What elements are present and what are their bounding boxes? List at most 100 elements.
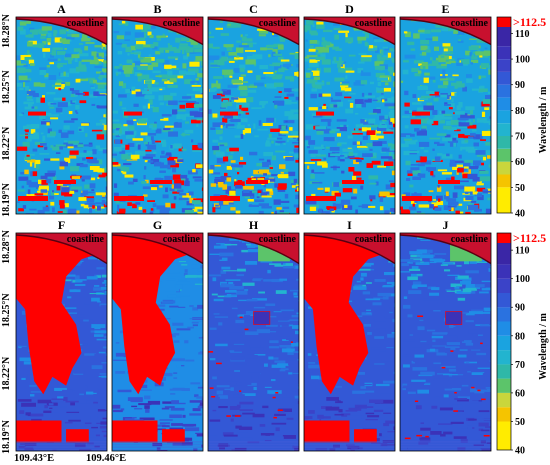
colorbar-tick-label: 100 (515, 274, 530, 285)
coastline-line (112, 18, 203, 46)
colorbar-over (497, 233, 511, 243)
y-tick-label: 18.19°N (1, 419, 12, 453)
colorbar-tick-label: 90 (515, 303, 525, 314)
colorbar-band (497, 136, 511, 149)
panel-frame (15, 232, 108, 452)
coastline-line (16, 18, 107, 46)
colorbar-tick-label: 110 (515, 246, 529, 257)
colorbar-over-label: >112.5 (513, 231, 546, 245)
panel-frame (207, 16, 300, 215)
colorbar-band (497, 59, 511, 72)
y-tick-label: 18.22°N (1, 356, 12, 390)
x-axis: 109.43°E 109.46°E (14, 453, 126, 464)
colorbar-band (497, 335, 511, 351)
panel-frame (303, 232, 396, 452)
coastline-label: coastline (355, 234, 393, 245)
coastline-line (400, 18, 491, 46)
y-tick-label: 18.22°N (1, 126, 12, 160)
colorbar-band (497, 27, 511, 47)
panel-label-a: A (57, 2, 66, 16)
panel-label-h: H (249, 218, 259, 232)
coastline-line (16, 234, 107, 265)
colorbar-band (497, 97, 511, 111)
panel-label-e: E (441, 2, 449, 16)
colorbar-band (497, 243, 511, 265)
colorbar-band (497, 187, 511, 213)
colorbar-band (497, 307, 511, 322)
panel-label-b: B (153, 2, 161, 16)
coastline-land (304, 17, 395, 45)
y-axis: 18.28°N 18.25°N 18.22°N 18.19°N 18.28°N 18.25… (1, 13, 12, 453)
panel-frame (111, 16, 204, 215)
colorbar-band (497, 392, 511, 408)
colorbar-tick-label: 70 (515, 132, 525, 143)
colorbar-band (497, 378, 511, 393)
coastline-line (304, 234, 395, 265)
colorbar-band (497, 174, 511, 188)
colorbar-tick-label: 50 (515, 183, 525, 194)
colorbar-band (497, 161, 511, 175)
coastline-label: coastline (259, 18, 297, 29)
colorbar-tick-label: 90 (515, 80, 525, 91)
colorbar-tick-label: 110 (515, 29, 529, 40)
panel-label-g: G (153, 218, 162, 232)
colorbar-tick-label: 70 (515, 360, 525, 371)
coastline-label: coastline (355, 18, 393, 29)
colorbar-band (497, 321, 511, 336)
x-tick-label: 109.43°E (14, 453, 54, 464)
coastline-land (304, 233, 395, 264)
panel-frame (399, 232, 492, 452)
colorbar-tick-label: 40 (515, 446, 525, 457)
coastline-label: coastline (163, 234, 201, 245)
coastline-land (208, 233, 299, 264)
panel-label-c: C (249, 2, 258, 16)
colorbar-band (497, 264, 511, 279)
colorbar-tick-label: 40 (515, 209, 525, 220)
y-tick-label: 18.19°N (1, 182, 12, 216)
colorbar-band (497, 293, 511, 308)
colorbar-band (497, 123, 511, 136)
colorbar-band (497, 46, 511, 59)
panel-frame (15, 16, 108, 215)
y-tick-label: 18.28°N (1, 13, 12, 47)
coastline-label: coastline (67, 18, 105, 29)
panel-frame (303, 16, 396, 215)
coastline-label: coastline (163, 18, 201, 29)
coastline-land (112, 17, 203, 45)
colorbar-band (497, 421, 511, 450)
panel-frame (111, 232, 204, 452)
coastline-land (112, 233, 203, 264)
red-region (112, 233, 200, 395)
y-tick-label: 18.28°N (1, 229, 12, 263)
panel-label-f: F (58, 218, 65, 232)
coastline-land (16, 233, 107, 264)
coastline-label: coastline (67, 234, 105, 245)
panel-frame (399, 16, 492, 215)
coastline-land (400, 233, 491, 264)
colorbar-band (497, 110, 511, 124)
colorbar-band (497, 84, 511, 98)
panel-label-j: J (443, 218, 449, 232)
coastline-line (208, 234, 299, 265)
colorbar-tick-label: 100 (515, 55, 530, 66)
coastline-land (16, 17, 107, 45)
panel-frame (207, 232, 300, 452)
y-tick-label: 18.25°N (1, 293, 12, 327)
coastline-land (208, 17, 299, 45)
colorbar-over-label: >112.5 (513, 15, 546, 29)
colorbar-band (497, 71, 511, 85)
colorbar-tick-label: 50 (515, 417, 525, 428)
colorbar-tick-label: 60 (515, 388, 525, 399)
coastline-line (304, 18, 395, 46)
